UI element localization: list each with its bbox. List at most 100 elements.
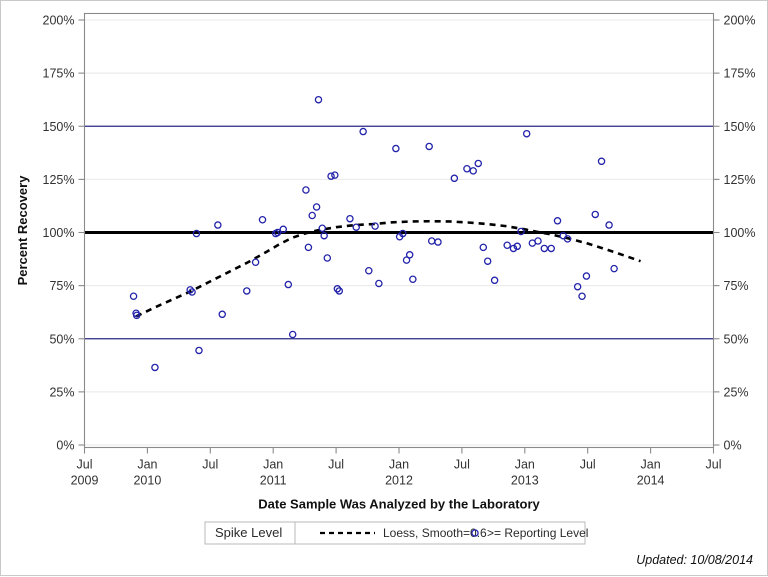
data-point-marker[interactable] xyxy=(399,229,407,238)
data-point-marker[interactable] xyxy=(547,244,555,253)
y-tick-label-left: 50% xyxy=(49,332,74,346)
data-point-marker[interactable] xyxy=(327,172,335,180)
data-points xyxy=(129,95,618,372)
data-point-marker[interactable] xyxy=(540,244,549,253)
data-point-marker[interactable] xyxy=(483,257,492,265)
data-point-marker[interactable] xyxy=(597,157,606,166)
data-point-marker[interactable] xyxy=(573,282,582,291)
data-point-marker[interactable] xyxy=(243,287,251,295)
loess-smoother-line[interactable] xyxy=(135,219,641,318)
data-point-marker[interactable] xyxy=(320,231,328,240)
data-point-marker[interactable] xyxy=(218,310,226,319)
legend-box xyxy=(204,521,586,545)
data-point-marker[interactable] xyxy=(503,241,511,249)
data-point-marker[interactable] xyxy=(463,164,471,173)
y-tick-label-right: 100% xyxy=(724,226,756,240)
data-point-marker[interactable] xyxy=(129,292,138,300)
x-tick-label-month: Jul xyxy=(328,458,344,472)
data-point-marker[interactable] xyxy=(371,222,379,230)
data-point-marker[interactable] xyxy=(375,279,383,288)
data-point-marker[interactable] xyxy=(578,292,586,300)
data-point-marker[interactable] xyxy=(534,237,542,245)
legend-label-reporting-level: >= Reporting Level xyxy=(487,526,588,540)
data-point-marker[interactable] xyxy=(591,210,600,219)
legend-title: Spike Level xyxy=(215,525,282,540)
data-point-marker[interactable] xyxy=(509,244,518,253)
data-point-marker[interactable] xyxy=(279,225,288,234)
data-point-marker[interactable] xyxy=(402,256,411,264)
data-point-marker[interactable] xyxy=(409,275,417,283)
x-tick-label-month: Jul xyxy=(706,458,722,472)
data-point-marker[interactable] xyxy=(346,214,354,223)
data-point-marker[interactable] xyxy=(553,217,562,225)
data-point-marker[interactable] xyxy=(335,287,343,295)
data-point-marker[interactable] xyxy=(513,242,522,251)
y-tick-label-right: 200% xyxy=(724,14,756,28)
data-point-marker[interactable] xyxy=(188,288,196,296)
data-point-marker[interactable] xyxy=(522,129,531,138)
data-point-marker[interactable] xyxy=(474,159,482,168)
data-point-marker[interactable] xyxy=(582,272,591,280)
legend-reporting-level-marker-swatch xyxy=(471,529,479,537)
data-point-marker[interactable] xyxy=(352,223,360,231)
x-tick-label-month: Jan xyxy=(263,458,283,472)
y-tick-label-right: 50% xyxy=(724,332,749,346)
y-tick-label-left: 75% xyxy=(49,279,74,293)
data-point-marker[interactable] xyxy=(331,171,339,179)
data-point-marker[interactable] xyxy=(517,227,525,236)
data-point-marker[interactable] xyxy=(192,229,201,238)
data-point-marker[interactable] xyxy=(151,363,159,372)
reference-lines xyxy=(84,125,714,340)
data-point-marker[interactable] xyxy=(214,221,222,229)
data-point-marker[interactable] xyxy=(323,254,332,262)
data-point-marker[interactable] xyxy=(405,251,414,259)
data-point-marker[interactable] xyxy=(434,238,442,246)
data-point-marker[interactable] xyxy=(132,311,141,320)
data-point-marker[interactable] xyxy=(450,174,459,183)
x-tick-label-year: 2010 xyxy=(133,474,161,488)
data-point-marker[interactable] xyxy=(195,346,203,355)
data-point-marker[interactable] xyxy=(610,264,618,273)
x-tick-label-month: Jul xyxy=(454,458,470,472)
data-point-marker[interactable] xyxy=(314,95,323,104)
y-tick-label-right: 75% xyxy=(724,279,749,293)
data-point-marker[interactable] xyxy=(427,237,436,245)
x-tick-label-month: Jan xyxy=(641,458,661,472)
data-point-marker[interactable] xyxy=(469,167,477,175)
data-point-marker[interactable] xyxy=(333,285,342,293)
data-point-marker[interactable] xyxy=(605,221,613,229)
plot-frame xyxy=(83,12,715,449)
y-axis-title: Percent Recovery xyxy=(15,175,30,286)
data-point-marker[interactable] xyxy=(563,235,572,243)
y-tick-label-left: 0% xyxy=(56,439,74,453)
data-point-marker[interactable] xyxy=(284,280,293,289)
data-point-marker[interactable] xyxy=(490,276,499,285)
x-tick-label-month: Jan xyxy=(137,458,157,472)
data-point-marker[interactable] xyxy=(288,330,297,339)
y-tick-label-left: 150% xyxy=(43,120,75,134)
x-tick-label-year: 2013 xyxy=(511,474,539,488)
y-tick-label-right: 175% xyxy=(724,67,756,81)
x-tick-label-month: Jul xyxy=(580,458,596,472)
updated-timestamp: Updated: 10/08/2014 xyxy=(636,553,753,567)
chart-legend[interactable]: Spike Level Loess, Smooth=0.6 >= Reporting… xyxy=(204,521,588,545)
data-point-marker[interactable] xyxy=(258,215,267,224)
y-tick-label-right: 125% xyxy=(724,173,756,187)
data-point-marker[interactable] xyxy=(312,203,321,211)
data-point-marker[interactable] xyxy=(425,142,433,151)
data-point-marker[interactable] xyxy=(302,186,310,194)
data-point-marker[interactable] xyxy=(318,224,327,232)
data-point-marker[interactable] xyxy=(273,228,282,237)
data-point-marker[interactable] xyxy=(186,286,194,294)
data-point-marker[interactable] xyxy=(365,266,373,275)
x-tick-label-year: 2009 xyxy=(71,474,99,488)
data-point-marker[interactable] xyxy=(251,258,260,266)
data-point-marker[interactable] xyxy=(479,243,488,252)
y-tick-label-right: 150% xyxy=(724,120,756,134)
data-point-marker[interactable] xyxy=(392,144,400,153)
y-tick-label-right: 0% xyxy=(724,439,742,453)
data-point-marker[interactable] xyxy=(308,211,316,220)
data-point-marker[interactable] xyxy=(304,243,313,252)
data-point-marker[interactable] xyxy=(359,127,367,136)
